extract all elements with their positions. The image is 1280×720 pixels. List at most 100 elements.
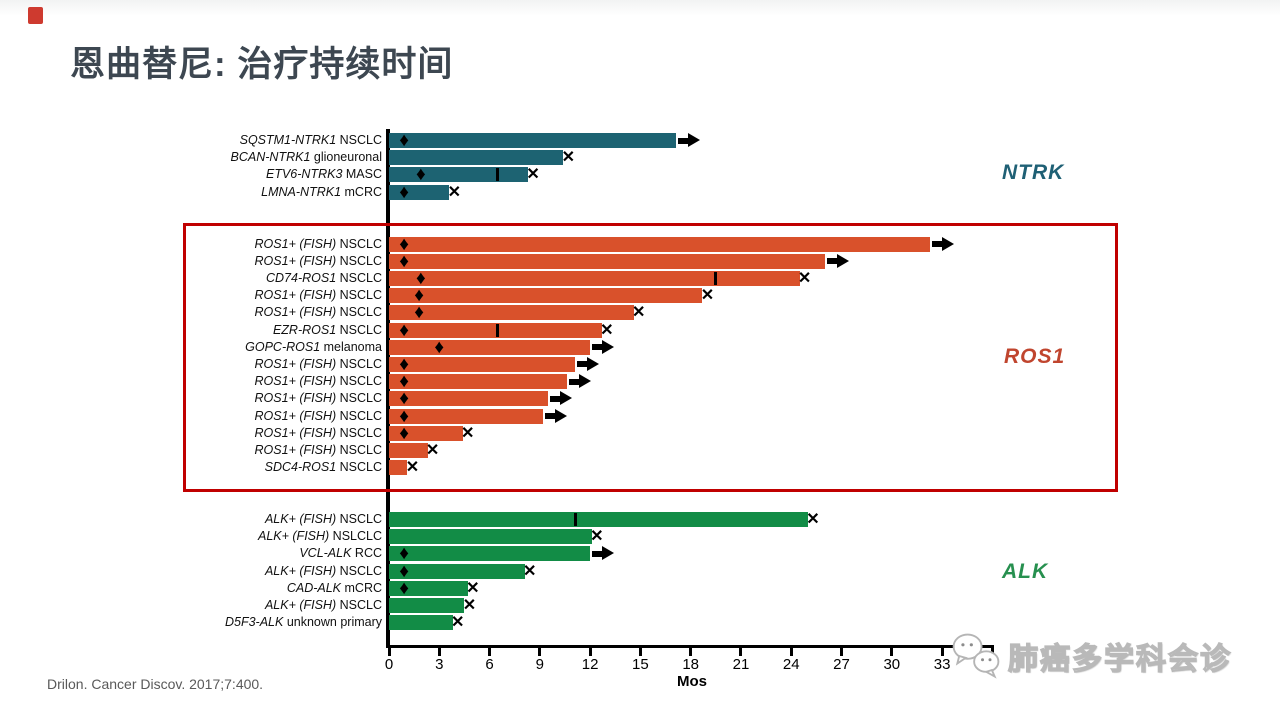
group-label-ros1: ROS1 [1004,345,1066,368]
row-label: CD74-ROS1 NSCLC [265,270,382,285]
x-axis-tick [387,648,391,656]
arrow-shaft [550,395,562,402]
ongoing-arrow-marker [826,253,849,269]
diamond-marker: ♦ [399,130,409,151]
gene-name: ROS1+ (FISH) [254,253,337,268]
gene-name: ROS1+ (FISH) [254,425,337,440]
gene-name: SQSTM1-NTRK1 [239,133,337,147]
duration-bar [389,460,408,476]
row-label: ROS1+ (FISH) NSCLC [254,305,382,320]
diamond-marker: ♦ [399,388,409,410]
duration-bar [389,546,591,562]
x-end-marker: ✕ [631,304,646,322]
row-label: ROS1+ (FISH) NSCLC [254,374,382,389]
arrow-head [687,133,700,147]
row-label: SDC4-ROS1 NSCLC [264,460,382,475]
ongoing-arrow-marker [677,133,700,148]
arrow-shaft [677,137,689,144]
row-label: ALK+ (FISH) NSCLC [264,598,382,612]
x-axis-tick-label: 21 [732,656,750,673]
gene-name: ROS1+ (FISH) [254,391,337,406]
duration-bar [389,408,544,424]
x-end-marker: ✕ [700,287,715,305]
ongoing-arrow-marker [545,408,568,424]
duration-bar [389,425,463,441]
row-label: BCAN-NTRK1 glioneuronal [230,150,382,165]
row-label: ROS1+ (FISH) NSCLC [254,236,382,251]
row-label: ROS1+ (FISH) NSCLC [254,253,382,268]
arrow-head [942,236,955,251]
arrow-head [555,408,568,423]
row-label: ROS1+ (FISH) NSCLC [254,442,382,457]
x-end-marker: ✕ [526,166,540,184]
gene-name: ROS1+ (FISH) [254,356,337,371]
group-label-ntrk: NTRK [1002,161,1065,184]
row-label: VCL-ALK RCC [299,546,382,561]
x-axis-tick-label: 30 [883,656,901,673]
duration-bar [389,442,428,458]
arrow-head [836,253,849,268]
duration-bar [389,288,703,304]
gene-name: ROS1+ (FISH) [254,408,337,423]
gene-name: D5F3-ALK [224,615,284,630]
duration-bar [389,374,567,390]
x-axis-tick-label: 12 [581,656,599,673]
ongoing-arrow-marker [592,546,615,561]
bar-tick-marker [573,513,577,526]
x-axis-tick [789,648,793,656]
x-end-marker: ✕ [806,511,820,528]
diamond-marker: ♦ [399,181,409,203]
row-label: CAD-ALK mCRC [286,580,382,595]
x-end-marker: ✕ [466,579,480,597]
x-end-marker: ✕ [523,562,537,580]
gene-name: ROS1+ (FISH) [254,236,337,251]
x-end-marker: ✕ [600,321,614,339]
x-axis-tick [538,648,542,656]
duration-bar [389,184,450,200]
watermark: 肺癌多学科会诊 [948,628,1232,684]
gene-name: ROS1+ (FISH) [254,442,337,457]
gene-name: VCL-ALK [299,546,352,561]
ongoing-arrow-marker [592,339,615,355]
duration-bar [389,615,453,631]
diamond-marker: ♦ [414,285,424,307]
duration-bar [389,356,576,372]
diamond-marker: ♦ [399,319,409,341]
bar-tick-marker [496,323,500,337]
gene-name: ETV6-NTRK3 [266,167,343,182]
gene-name: GOPC-ROS1 [245,339,321,354]
diamond-marker: ♦ [399,560,409,582]
gene-name: ALK+ (FISH) [264,598,337,612]
x-end-marker: ✕ [590,528,604,546]
x-axis-tick-label: 18 [682,656,700,673]
x-axis-tick [588,648,592,656]
duration-bar [389,563,525,579]
x-axis-line [386,645,994,648]
arrow-shaft [932,241,944,247]
x-axis-tick-label: 15 [632,656,649,673]
duration-bar [389,580,468,596]
x-axis-tick-label: 33 [933,656,951,673]
arrow-head [578,374,591,389]
duration-bar [389,529,592,545]
diamond-marker: ♦ [415,267,426,289]
row-label: EZR-ROS1 NSCLC [272,322,382,337]
diamond-marker: ♦ [399,543,409,565]
ongoing-arrow-marker [550,391,573,406]
duration-bar [389,150,564,166]
gene-name: ALK+ (FISH) [264,512,337,526]
row-label: ROS1+ (FISH) NSCLC [254,356,382,371]
gene-name: BCAN-NTRK1 [230,150,311,165]
duration-bar [389,512,808,527]
x-axis-tick-label: 24 [782,656,800,673]
x-end-marker: ✕ [561,149,575,167]
bar-tick-marker [496,168,500,182]
duration-bar [389,391,549,407]
row-label: ALK+ (FISH) NSCLC [264,563,382,578]
gene-name: ROS1+ (FISH) [254,288,337,303]
x-axis-tick [940,648,944,656]
row-label: ALK+ (FISH) NSLCLC [258,529,382,544]
row-label: ETV6-NTRK3 MASC [266,167,382,182]
wechat-icon [952,633,1000,679]
